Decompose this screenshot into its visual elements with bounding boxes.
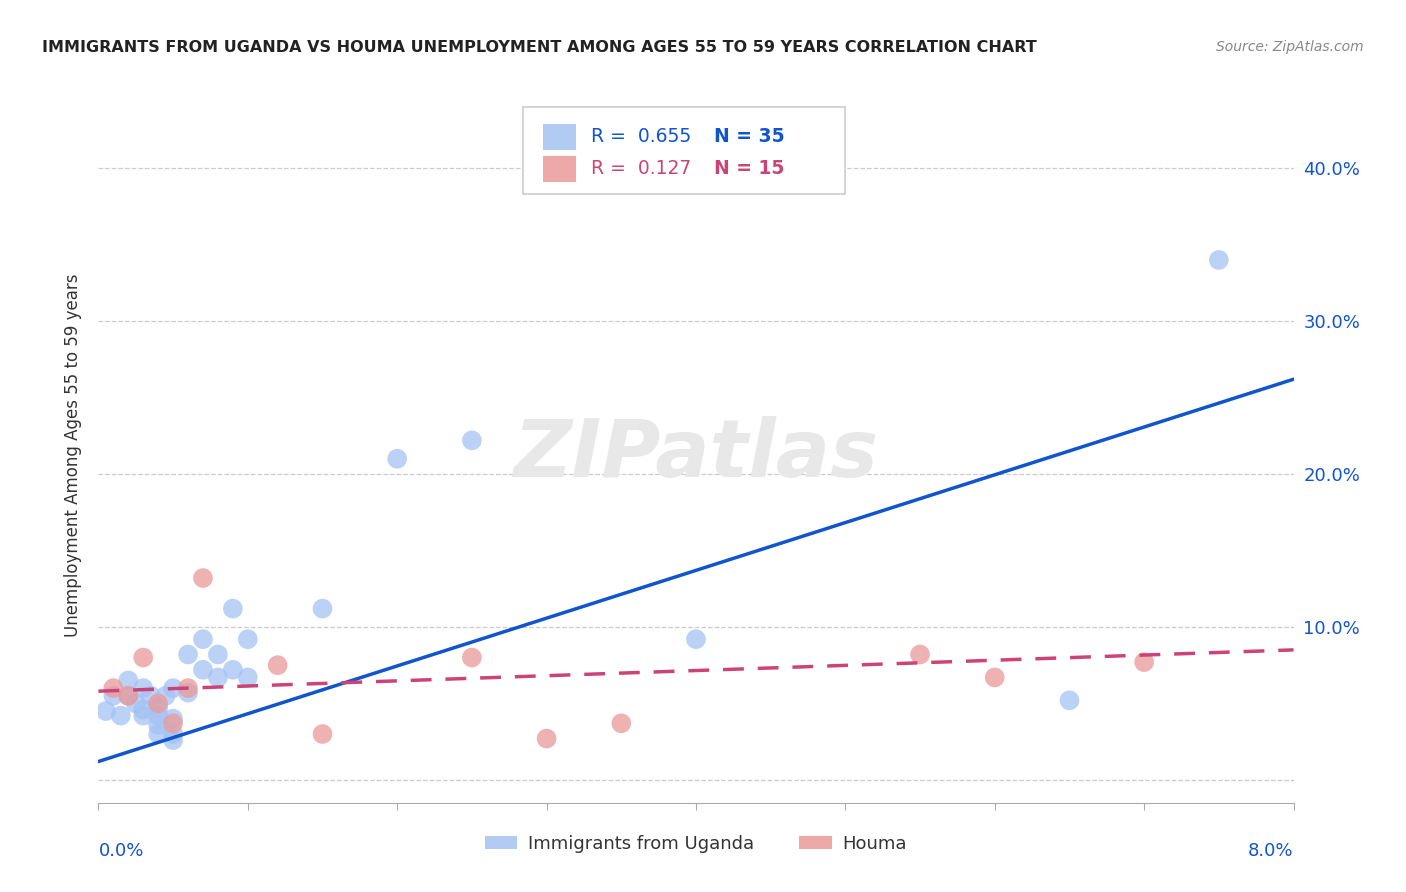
Point — [103, 681, 125, 695]
Point — [222, 601, 245, 615]
Point — [162, 716, 184, 731]
Bar — [543, 124, 576, 150]
Text: 8.0%: 8.0% — [1249, 842, 1294, 860]
Point — [132, 650, 155, 665]
Point — [461, 650, 484, 665]
Point — [177, 686, 200, 700]
Point — [177, 681, 200, 695]
Text: ZIPatlas: ZIPatlas — [513, 416, 879, 494]
Point — [610, 716, 633, 731]
Bar — [543, 156, 576, 182]
Point — [385, 451, 409, 466]
Point — [162, 733, 184, 747]
Point — [311, 601, 333, 615]
Point — [461, 434, 484, 448]
Point — [267, 658, 290, 673]
Point — [207, 670, 229, 684]
Y-axis label: Unemployment Among Ages 55 to 59 years: Unemployment Among Ages 55 to 59 years — [63, 273, 82, 637]
Text: IMMIGRANTS FROM UGANDA VS HOUMA UNEMPLOYMENT AMONG AGES 55 TO 59 YEARS CORRELATI: IMMIGRANTS FROM UGANDA VS HOUMA UNEMPLOY… — [42, 40, 1038, 55]
Point — [132, 681, 155, 695]
Point — [311, 727, 333, 741]
Point — [1059, 693, 1081, 707]
Point — [685, 632, 707, 647]
Point — [117, 689, 139, 703]
Point — [236, 670, 259, 684]
Point — [908, 648, 931, 662]
Point — [191, 663, 214, 677]
Point — [1208, 252, 1230, 267]
Point — [148, 708, 170, 723]
Point — [1133, 655, 1156, 669]
Text: R =  0.655: R = 0.655 — [591, 128, 692, 146]
Point — [94, 704, 117, 718]
Point — [162, 712, 184, 726]
Point — [148, 701, 170, 715]
Point — [162, 727, 184, 741]
Point — [117, 673, 139, 688]
Point — [207, 648, 229, 662]
Text: N = 35: N = 35 — [714, 128, 785, 146]
Text: 0.0%: 0.0% — [98, 842, 143, 860]
Point — [177, 648, 200, 662]
Point — [155, 689, 177, 703]
Text: Source: ZipAtlas.com: Source: ZipAtlas.com — [1216, 40, 1364, 54]
Point — [117, 689, 139, 703]
Point — [125, 697, 148, 711]
Point — [148, 697, 170, 711]
Point — [191, 632, 214, 647]
Point — [191, 571, 214, 585]
Legend: Immigrants from Uganda, Houma: Immigrants from Uganda, Houma — [478, 828, 914, 860]
Point — [984, 670, 1007, 684]
Point — [148, 727, 170, 741]
Text: R =  0.127: R = 0.127 — [591, 160, 692, 178]
FancyBboxPatch shape — [523, 107, 845, 194]
Point — [132, 702, 155, 716]
Point — [236, 632, 259, 647]
Text: N = 15: N = 15 — [714, 160, 785, 178]
Point — [162, 681, 184, 695]
Point — [148, 718, 170, 732]
Point — [110, 708, 132, 723]
Point — [132, 708, 155, 723]
Point — [222, 663, 245, 677]
Point — [139, 689, 162, 703]
Point — [103, 689, 125, 703]
Point — [536, 731, 558, 746]
